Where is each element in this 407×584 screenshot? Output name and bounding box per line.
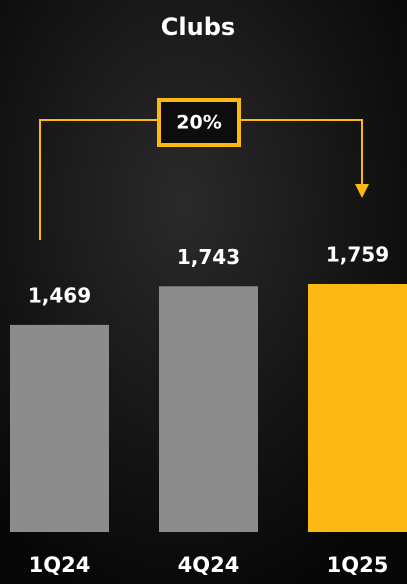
bar bbox=[159, 286, 258, 532]
annotation-box bbox=[157, 98, 241, 147]
arrow-head bbox=[355, 184, 369, 198]
chart-title: Clubs bbox=[161, 13, 235, 41]
bar bbox=[308, 284, 407, 532]
value-label: 1,469 bbox=[28, 283, 91, 307]
bracket-right bbox=[238, 119, 363, 186]
value-label: 1,743 bbox=[177, 245, 240, 269]
x-tick-label: 1Q25 bbox=[327, 553, 389, 577]
annotation: 20% bbox=[176, 112, 221, 134]
x-tick-label: 4Q24 bbox=[178, 553, 240, 577]
value-label: 1,759 bbox=[326, 243, 389, 267]
x-tick-label: 1Q24 bbox=[29, 553, 91, 577]
bar bbox=[10, 324, 109, 532]
bracket-left bbox=[39, 119, 160, 240]
